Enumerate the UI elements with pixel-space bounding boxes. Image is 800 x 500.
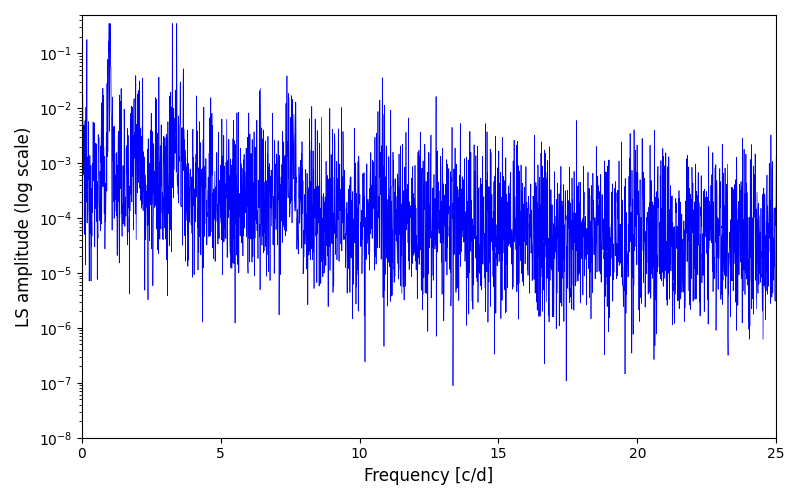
- X-axis label: Frequency [c/d]: Frequency [c/d]: [364, 467, 494, 485]
- Y-axis label: LS amplitude (log scale): LS amplitude (log scale): [15, 126, 33, 326]
